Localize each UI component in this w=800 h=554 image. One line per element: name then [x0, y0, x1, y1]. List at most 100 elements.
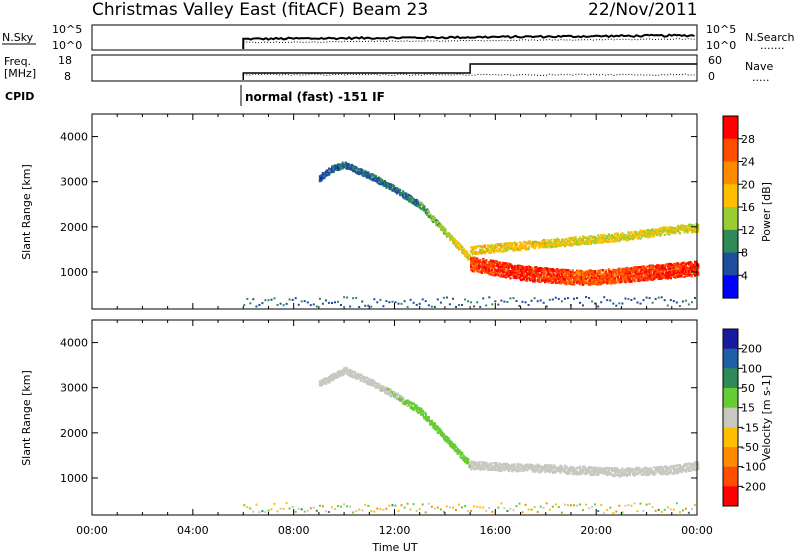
- echo-cell: [589, 276, 592, 279]
- echo-cell: [438, 222, 441, 225]
- echo-cell: [520, 463, 523, 466]
- echo-cell: [538, 269, 541, 272]
- echo-cell: [563, 245, 567, 248]
- echo-cell: [494, 260, 497, 263]
- echo-cell: [574, 280, 577, 283]
- echo-cell: [442, 438, 446, 441]
- echo-cell: [473, 261, 476, 264]
- echo-cell: [651, 267, 654, 270]
- echo-cell: [607, 268, 610, 271]
- echo-cell: [579, 465, 582, 468]
- echo-cell: [654, 274, 657, 277]
- echo-cell: [441, 435, 444, 438]
- echo-cell: [535, 270, 538, 273]
- echo-cell: [479, 264, 482, 267]
- echo-cell: [609, 279, 612, 282]
- echo-cell: [494, 247, 497, 250]
- echo-cell: [512, 275, 515, 278]
- echo-cell: [473, 245, 476, 248]
- echo-cell: [420, 202, 423, 205]
- echo-cell: [535, 240, 538, 244]
- echo-cell: [683, 226, 686, 230]
- echo-cell: [411, 201, 414, 205]
- echo-cell: [340, 372, 343, 375]
- echo-cell: [612, 236, 615, 239]
- echo-cell: [520, 247, 523, 250]
- echo-cell: [495, 464, 498, 467]
- echo-cell: [566, 277, 570, 280]
- echo-cell: [507, 264, 511, 267]
- echo-cell: [551, 269, 554, 272]
- nsky-tick-top: 10^5: [52, 23, 82, 36]
- echo-cell: [621, 268, 624, 271]
- echo-cell: [533, 469, 536, 472]
- echo-cell: [607, 238, 610, 241]
- echo-cell: [382, 386, 385, 389]
- echo-cell: [452, 297, 454, 300]
- echo-cell: [604, 280, 607, 283]
- echo-cell: [362, 173, 365, 176]
- echo-cell: [595, 470, 598, 474]
- echo-cell: [495, 462, 498, 465]
- echo-cell: [377, 178, 381, 181]
- echo-cell: [610, 275, 613, 278]
- echo-cell: [663, 226, 666, 229]
- echo-cell: [633, 266, 636, 269]
- echo-cell: [684, 264, 688, 268]
- echo-cell: [511, 465, 514, 468]
- echo-cell: [380, 182, 384, 185]
- echo-cell: [349, 373, 352, 376]
- echo-cell: [501, 270, 505, 273]
- echo-cell: [414, 202, 417, 205]
- echo-cell: [573, 279, 576, 282]
- echo-cell: [386, 389, 390, 392]
- echo-cell: [542, 268, 545, 272]
- echo-cell: [424, 212, 427, 215]
- echo-cell: [524, 242, 527, 245]
- echo-cell: [566, 467, 570, 470]
- echo-cell: [610, 273, 613, 276]
- echo-cell: [503, 246, 506, 249]
- echo-cell: [448, 303, 451, 306]
- echo-cell: [450, 445, 453, 448]
- echo-cell: [504, 274, 508, 277]
- echo-cell: [480, 250, 483, 253]
- echo-cell: [672, 275, 675, 278]
- echo-cell: [645, 230, 648, 233]
- echo-cell: [606, 236, 609, 239]
- echo-cell: [630, 299, 633, 301]
- echo-cell: [650, 230, 653, 233]
- echo-cell: [586, 468, 589, 471]
- echo-cell: [489, 265, 492, 268]
- echo-cell: [598, 238, 601, 241]
- echo-cell: [579, 301, 581, 304]
- echo-cell: [694, 269, 697, 272]
- echo-cell: [665, 268, 668, 271]
- echo-cell: [347, 369, 350, 372]
- y-tick-label: 2000: [60, 221, 88, 234]
- echo-cell: [563, 238, 567, 241]
- echo-cell: [530, 242, 533, 245]
- echo-cell: [633, 268, 636, 272]
- echo-cell: [526, 241, 529, 244]
- echo-cell: [650, 229, 653, 232]
- echo-cell: [321, 173, 325, 176]
- echo-cell: [488, 467, 491, 470]
- echo-cell: [486, 247, 489, 250]
- echo-cell: [415, 303, 418, 306]
- echo-cell: [374, 175, 377, 178]
- echo-cell: [529, 463, 532, 466]
- echo-cell: [334, 165, 337, 168]
- echo-cell: [545, 270, 548, 273]
- echo-cell: [551, 470, 554, 473]
- echo-cell: [665, 263, 668, 266]
- echo-cell: [267, 299, 270, 302]
- echo-cell: [370, 378, 373, 381]
- echo-cell: [595, 239, 598, 243]
- echo-cell: [598, 283, 601, 286]
- echo-cell: [680, 228, 683, 231]
- echo-cell: [671, 272, 674, 275]
- echo-cell: [530, 299, 533, 302]
- echo-cell: [334, 168, 337, 171]
- echo-cell: [334, 373, 337, 376]
